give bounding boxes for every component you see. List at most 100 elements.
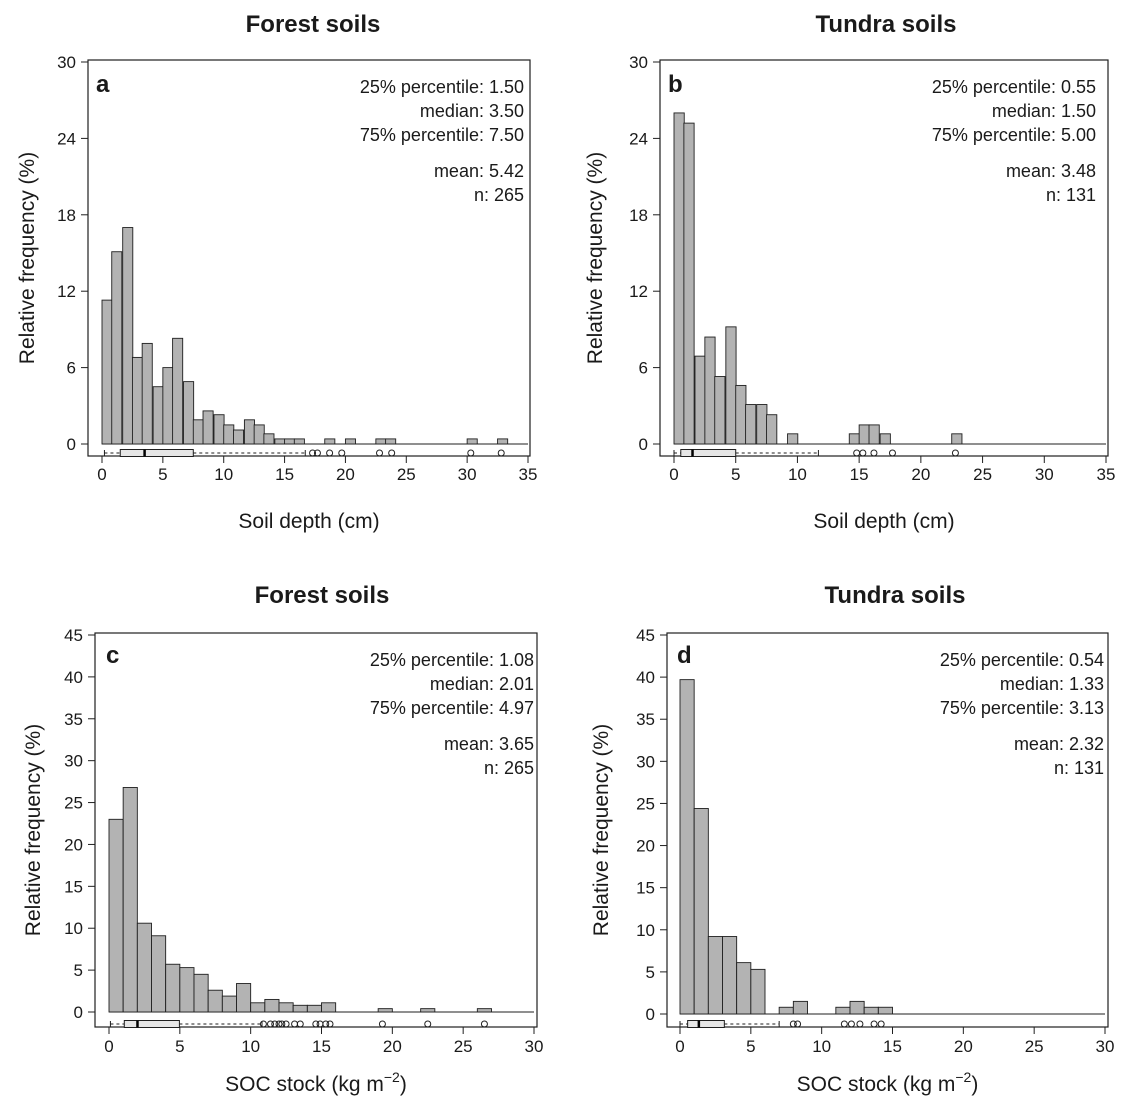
boxplot-box	[687, 1020, 725, 1028]
x-tick-label: 20	[954, 1037, 973, 1056]
boxplot-box	[680, 449, 737, 457]
x-tick-label: 30	[525, 1037, 544, 1056]
y-tick-label: 30	[57, 53, 76, 72]
histogram-bar	[497, 438, 509, 445]
boxplot-outlier	[271, 1020, 279, 1028]
y-tick-label: 20	[64, 835, 83, 854]
boxplot-outlier	[424, 1020, 432, 1028]
stat-median: median: 3.50	[420, 101, 524, 121]
panel-title: Tundra soils	[816, 11, 957, 38]
panel-title: Tundra soils	[825, 582, 966, 609]
histogram-bar	[192, 419, 204, 445]
histogram-bar	[263, 433, 275, 445]
histogram-bar	[223, 424, 235, 445]
x-tick-label: 10	[241, 1037, 260, 1056]
boxplot-outlier	[309, 449, 317, 457]
stat-mean: mean: 3.65	[444, 734, 534, 754]
histogram-bar	[236, 983, 252, 1013]
histogram-bar	[324, 438, 336, 445]
histogram-bar	[321, 1002, 337, 1013]
stat-n: n: 131	[1054, 758, 1104, 778]
x-tick-label: 25	[397, 465, 416, 484]
stat-median: median: 2.01	[430, 674, 534, 694]
histogram-bar	[131, 356, 143, 445]
boxplot-outlier	[326, 449, 334, 457]
boxplot-outlier	[312, 1020, 320, 1028]
y-tick-label: 0	[639, 435, 648, 454]
histogram-bar	[848, 433, 860, 445]
boxplot-outlier	[296, 1020, 304, 1028]
histogram-bar	[735, 384, 747, 445]
boxplot-outlier	[794, 1020, 802, 1028]
boxplot-outlier	[951, 449, 959, 457]
histogram-bar	[722, 936, 738, 1015]
boxplot-outlier	[847, 1020, 855, 1028]
histogram-bar	[274, 438, 286, 445]
x-tick-label: 5	[731, 465, 740, 484]
panel-a: Forest soils a 0 6 12 18 24 30 0 5 10 15 20 25 30 35 Rel…	[16, 11, 537, 533]
boxplot-outlier	[278, 1020, 286, 1028]
stat-p75: 75% percentile: 4.97	[370, 698, 534, 718]
x-tick-label: 0	[669, 465, 678, 484]
y-tick-label: 10	[64, 919, 83, 938]
panel-label: b	[668, 71, 683, 98]
histogram-bar	[264, 998, 280, 1013]
histogram-bar	[835, 1006, 851, 1015]
x-tick-label: 5	[746, 1037, 755, 1056]
histogram-bar	[951, 433, 963, 445]
y-tick-label: 15	[64, 877, 83, 896]
x-tick-label: 15	[883, 1037, 902, 1056]
x-tick-label: 25	[1025, 1037, 1044, 1056]
stat-p25: 25% percentile: 1.08	[370, 650, 534, 670]
boxplot-outlier	[840, 1020, 848, 1028]
histogram-bar	[750, 968, 766, 1015]
boxplot-box	[123, 1020, 180, 1028]
boxplot-outlier	[326, 1020, 334, 1028]
x-tick-label: 35	[519, 465, 538, 484]
y-tick-label: 25	[636, 794, 655, 813]
histogram-bar	[278, 1002, 294, 1013]
x-tick-label: 0	[675, 1037, 684, 1056]
histogram-bar	[111, 251, 123, 445]
boxplot-outlier	[267, 1020, 274, 1028]
histogram-bar	[202, 410, 214, 445]
histogram-bar	[466, 438, 478, 445]
y-tick-label: 35	[64, 710, 83, 729]
stat-n: n: 265	[484, 758, 534, 778]
boxplot-outlier	[376, 449, 384, 457]
x-tick-label: 20	[911, 465, 930, 484]
y-tick-label: 45	[636, 626, 655, 645]
boxplot-outlier	[853, 449, 861, 457]
x-tick-label: 25	[454, 1037, 473, 1056]
boxplot-outlier	[870, 1020, 878, 1028]
plot-frame	[666, 632, 1109, 1028]
y-tick-label: 6	[67, 359, 76, 378]
boxplot-outlier	[275, 1020, 283, 1028]
panel-label: c	[106, 642, 119, 669]
histogram-bar	[756, 404, 768, 445]
boxplot-outlier	[856, 1020, 864, 1028]
boxplot-outlier	[859, 449, 867, 457]
histogram-bar	[849, 1000, 865, 1015]
boxplot-outlier	[313, 449, 321, 457]
boxplot-outlier	[322, 1020, 330, 1028]
histogram-bar	[879, 433, 891, 445]
y-tick-label: 10	[636, 921, 655, 940]
histogram-bar	[736, 962, 752, 1015]
histogram-bar	[704, 336, 716, 445]
boxplot-outlier	[877, 1020, 885, 1028]
histogram-bar	[344, 438, 356, 445]
histogram-bar	[877, 1006, 893, 1015]
histogram-bar	[293, 438, 305, 445]
histogram-bar	[683, 122, 695, 445]
histogram-bar	[292, 1004, 308, 1013]
y-tick-label: 12	[57, 282, 76, 301]
x-tick-label: 5	[175, 1037, 184, 1056]
histogram-bar	[714, 376, 726, 445]
boxplot-outlier	[888, 449, 896, 457]
y-tick-label: 30	[636, 752, 655, 771]
boxplot-outlier	[870, 449, 878, 457]
histogram-bar	[385, 438, 397, 445]
boxplot-outlier	[291, 1020, 299, 1028]
boxplot	[679, 1020, 885, 1028]
